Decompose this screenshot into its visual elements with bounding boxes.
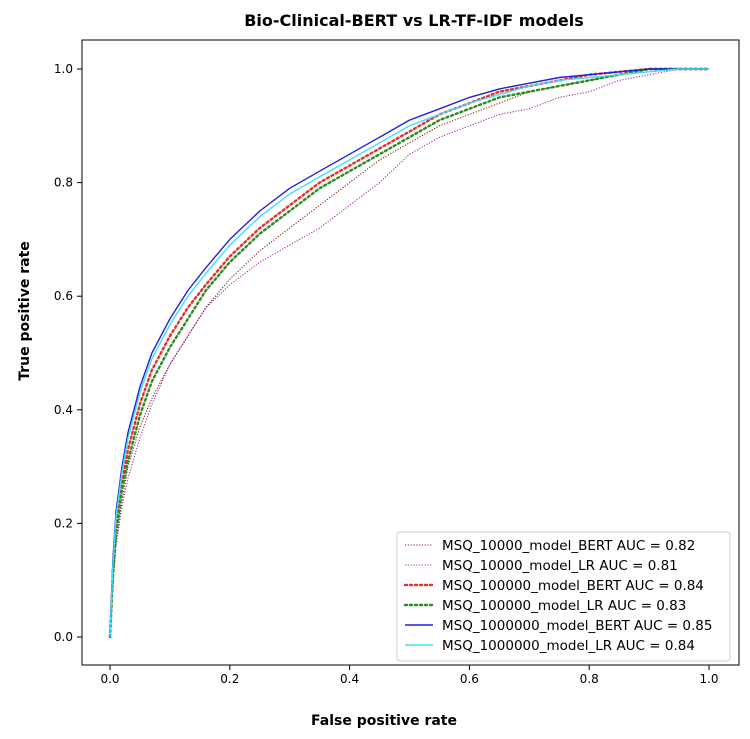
y-tick-label: 0.0 <box>54 630 73 644</box>
x-tick-label: 1.0 <box>699 672 718 686</box>
y-tick-label: 0.2 <box>54 516 73 530</box>
roc-curve-series-1 <box>109 68 709 638</box>
roc-curve-series-3 <box>108 67 711 639</box>
x-tick-label: 0.0 <box>100 672 119 686</box>
x-tick-label: 0.6 <box>460 672 479 686</box>
roc-curve-series-5 <box>109 68 709 638</box>
legend-label: MSQ_1000000_model_LR AUC = 0.84 <box>442 638 695 654</box>
legend-label: MSQ_10000_model_LR AUC = 0.81 <box>442 558 678 574</box>
chart-title: Bio-Clinical-BERT vs LR-TF-IDF models <box>244 11 584 30</box>
axis-ticks: 0.0 0.2 0.4 0.6 0.8 1.0 0.0 0.2 0.4 0.6 0.8 1.0 <box>54 62 719 686</box>
y-tick-label: 0.8 <box>54 176 73 190</box>
legend-label: MSQ_100000_model_LR AUC = 0.83 <box>442 598 686 614</box>
x-tick-label: 0.4 <box>340 672 359 686</box>
roc-curve-series-4 <box>108 67 711 639</box>
y-axis-label: True positive rate <box>17 241 33 381</box>
x-tick-label: 0.2 <box>220 672 239 686</box>
roc-curves <box>108 67 711 639</box>
legend: MSQ_10000_model_BERT AUC = 0.82 MSQ_10000… <box>396 531 731 662</box>
roc-curve-series-6 <box>109 68 709 638</box>
y-tick-label: 0.6 <box>54 289 73 303</box>
x-axis-label: False positive rate <box>311 713 457 729</box>
roc-curve-series-2 <box>109 68 709 638</box>
legend-box <box>396 531 731 662</box>
legend-label: MSQ_100000_model_BERT AUC = 0.84 <box>442 578 704 594</box>
legend-label: MSQ_10000_model_BERT AUC = 0.82 <box>442 538 695 554</box>
y-tick-label: 1.0 <box>54 62 73 76</box>
legend-label: MSQ_1000000_model_BERT AUC = 0.85 <box>442 618 712 634</box>
x-tick-label: 0.8 <box>580 672 599 686</box>
y-tick-label: 0.4 <box>54 403 73 417</box>
plot-frame <box>81 39 740 666</box>
